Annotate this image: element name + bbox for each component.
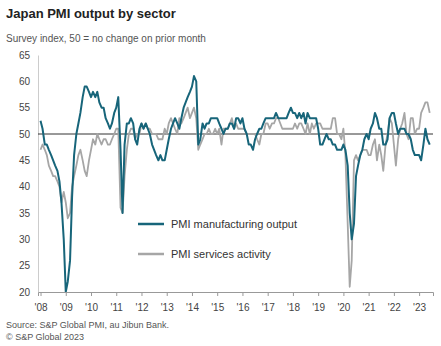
y-axis-line — [38, 56, 39, 293]
x-tick-mark — [91, 292, 92, 296]
x-tick-label: '08 — [35, 302, 48, 313]
y-tick: 20 — [19, 287, 38, 298]
x-axis: '08 '09 '10 '11 '12 '13 '14 '15 '16 '17 '18 '19 '20 '… — [35, 292, 434, 313]
x-tick-label: '22 — [388, 302, 401, 313]
x-tick: '16 — [236, 292, 249, 313]
y-tick-label: 55 — [19, 102, 31, 113]
legend-label: PMI services activity — [171, 248, 271, 260]
y-tick: 30 — [19, 234, 38, 245]
x-tick-label: '16 — [236, 302, 249, 313]
x-tick-label: '09 — [60, 302, 73, 313]
x-tick: '14 — [186, 292, 199, 313]
legend-swatch — [138, 223, 164, 226]
x-tick-label: '10 — [85, 302, 98, 313]
x-tick-label: '15 — [211, 302, 224, 313]
x-tick-label: '18 — [287, 302, 300, 313]
x-tick: '10 — [85, 292, 98, 313]
x-axis-line — [39, 293, 434, 297]
x-tick-label: '17 — [262, 302, 275, 313]
y-tick: 60 — [19, 76, 38, 87]
x-tick-label: '23 — [413, 302, 426, 313]
x-tick-mark — [268, 292, 269, 296]
source: Source: S&P Global PMI, au Jibun Bank. — [6, 320, 169, 330]
y-tick-label: 25 — [19, 260, 31, 271]
y-tick-label: 20 — [19, 287, 31, 298]
x-tick-label: '13 — [161, 302, 174, 313]
copyright: © S&P Global 2023 — [6, 332, 84, 342]
y-axis: 20 25 30 35 40 45 50 55 60 65 — [19, 50, 39, 298]
x-tick: '11 — [111, 292, 124, 313]
y-tick-label: 40 — [19, 181, 31, 192]
x-tick: '21 — [363, 292, 376, 313]
x-tick-mark — [192, 292, 193, 296]
y-tick: 40 — [19, 181, 38, 192]
title: Japan PMI output by sector — [6, 6, 176, 21]
x-tick: '18 — [287, 292, 300, 313]
x-tick-mark — [116, 292, 117, 296]
x-tick: '09 — [60, 292, 73, 313]
x-tick-mark — [369, 292, 370, 296]
x-tick: '23 — [413, 292, 426, 313]
y-tick: 55 — [19, 102, 38, 113]
x-tick-label: '14 — [186, 302, 199, 313]
y-tick-label: 60 — [19, 76, 31, 87]
y-tick: 50 — [19, 129, 38, 140]
legend-item: PMI services activity — [138, 248, 271, 260]
x-tick-label: '21 — [363, 302, 376, 313]
legend-label: PMI manufacturing output — [171, 218, 297, 230]
legend: PMI manufacturing output PMI services act… — [138, 218, 297, 260]
x-tick: '15 — [211, 292, 224, 313]
x-tick: '22 — [388, 292, 401, 313]
y-tick-label: 65 — [19, 50, 31, 61]
legend-swatch — [138, 253, 164, 256]
x-tick-mark — [419, 292, 420, 296]
x-tick-mark — [141, 292, 142, 296]
x-tick-label: '12 — [135, 302, 148, 313]
series-line — [41, 76, 430, 292]
chart: Japan PMI output by sector Survey index, … — [0, 0, 441, 346]
x-tick-label: '19 — [312, 302, 325, 313]
x-tick: '19 — [312, 292, 325, 313]
x-tick: '08 — [35, 292, 48, 313]
x-tick: '12 — [135, 292, 148, 313]
marks — [38, 76, 433, 292]
subtitle: Survey index, 50 = no change on prior mo… — [6, 33, 206, 44]
x-tick-mark — [394, 292, 395, 296]
x-tick-mark — [242, 292, 243, 296]
x-tick: '20 — [337, 292, 350, 313]
y-tick-label: 50 — [19, 129, 31, 140]
plot: 20 25 30 35 40 45 50 55 60 65 '08 '09 '10 '11 '12 '13 '1… — [19, 50, 434, 313]
x-tick-mark — [217, 292, 218, 296]
x-tick-mark — [41, 292, 42, 296]
x-tick-label: '11 — [111, 302, 124, 313]
x-tick-mark — [343, 292, 344, 296]
y-tick: 25 — [19, 260, 38, 271]
x-tick-label: '20 — [337, 302, 350, 313]
legend-item: PMI manufacturing output — [138, 218, 297, 230]
x-tick-mark — [293, 292, 294, 296]
y-tick: 65 — [19, 50, 38, 61]
y-tick: 35 — [19, 208, 38, 219]
y-tick-label: 30 — [19, 234, 31, 245]
x-tick-mark — [167, 292, 168, 296]
x-tick: '13 — [161, 292, 174, 313]
x-tick: '17 — [262, 292, 275, 313]
y-tick: 45 — [19, 155, 38, 166]
y-tick-label: 45 — [19, 155, 31, 166]
x-tick-mark — [66, 292, 67, 296]
x-tick-mark — [318, 292, 319, 296]
y-tick-label: 35 — [19, 208, 31, 219]
